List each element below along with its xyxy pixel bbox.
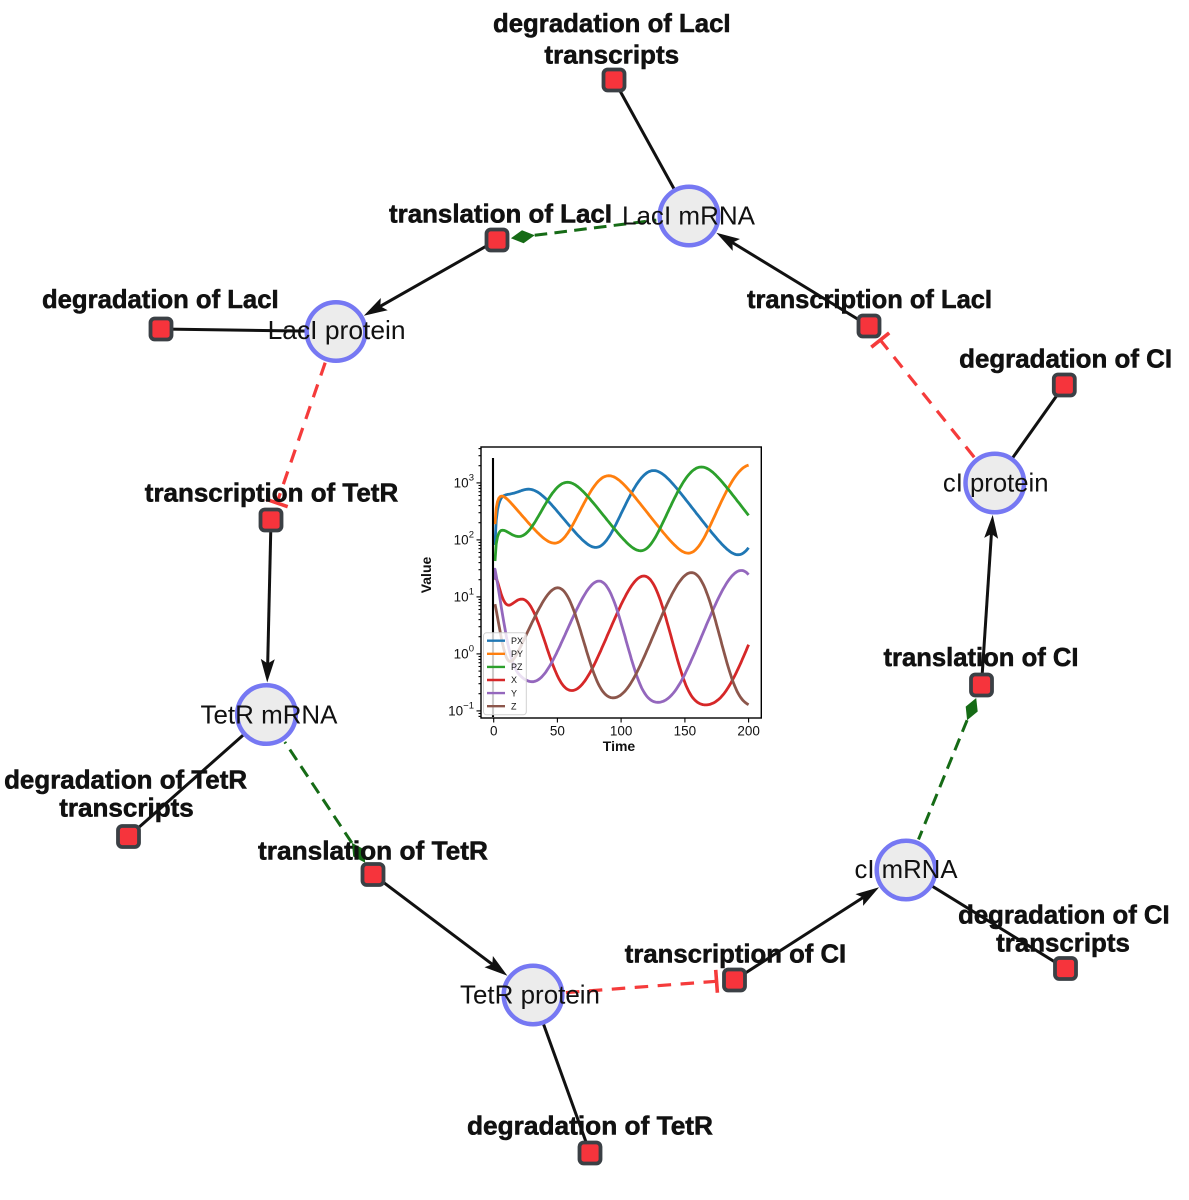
svg-text:degradation of LacI: degradation of LacI — [42, 284, 279, 314]
svg-text:101: 101 — [454, 586, 474, 604]
svg-text:transcription of CI: transcription of CI — [625, 939, 846, 969]
svg-text:translation of CI: translation of CI — [884, 642, 1079, 672]
svg-text:Y: Y — [511, 688, 517, 698]
svg-text:100: 100 — [610, 724, 633, 739]
svg-text:PX: PX — [511, 636, 523, 646]
svg-text:LacI protein: LacI protein — [268, 315, 406, 345]
svg-text:transcripts: transcripts — [59, 793, 194, 823]
svg-text:0: 0 — [490, 724, 498, 739]
svg-text:degradation of CI: degradation of CI — [959, 343, 1172, 373]
svg-text:Time: Time — [603, 738, 636, 754]
svg-text:103: 103 — [454, 472, 474, 490]
svg-text:translation of LacI: translation of LacI — [389, 199, 612, 229]
svg-text:transcription of LacI: transcription of LacI — [747, 284, 992, 314]
svg-text:degradation of TetR: degradation of TetR — [4, 765, 247, 795]
svg-text:Z: Z — [511, 701, 517, 711]
svg-text:LacI mRNA: LacI mRNA — [622, 201, 756, 231]
svg-text:150: 150 — [674, 724, 697, 739]
svg-text:100: 100 — [454, 643, 474, 661]
svg-text:translation of TetR: translation of TetR — [258, 836, 488, 866]
svg-text:Value: Value — [418, 557, 434, 594]
svg-text:50: 50 — [550, 724, 565, 739]
svg-text:PY: PY — [511, 649, 523, 659]
svg-text:transcripts: transcripts — [996, 928, 1130, 958]
svg-text:degradation of LacI: degradation of LacI — [493, 8, 731, 38]
svg-text:200: 200 — [737, 724, 760, 739]
svg-text:10−1: 10−1 — [448, 700, 474, 718]
svg-text:degradation of CI: degradation of CI — [958, 900, 1170, 930]
svg-text:X: X — [511, 675, 517, 685]
svg-text:cI protein: cI protein — [943, 468, 1049, 498]
svg-text:PZ: PZ — [511, 662, 523, 672]
svg-text:degradation of TetR: degradation of TetR — [467, 1111, 713, 1141]
svg-text:TetR protein: TetR protein — [460, 980, 600, 1010]
svg-text:transcription of TetR: transcription of TetR — [145, 477, 399, 507]
svg-text:102: 102 — [454, 529, 474, 547]
svg-text:TetR mRNA: TetR mRNA — [201, 700, 339, 730]
svg-text:transcripts: transcripts — [544, 40, 679, 70]
svg-text:cI mRNA: cI mRNA — [855, 854, 959, 884]
